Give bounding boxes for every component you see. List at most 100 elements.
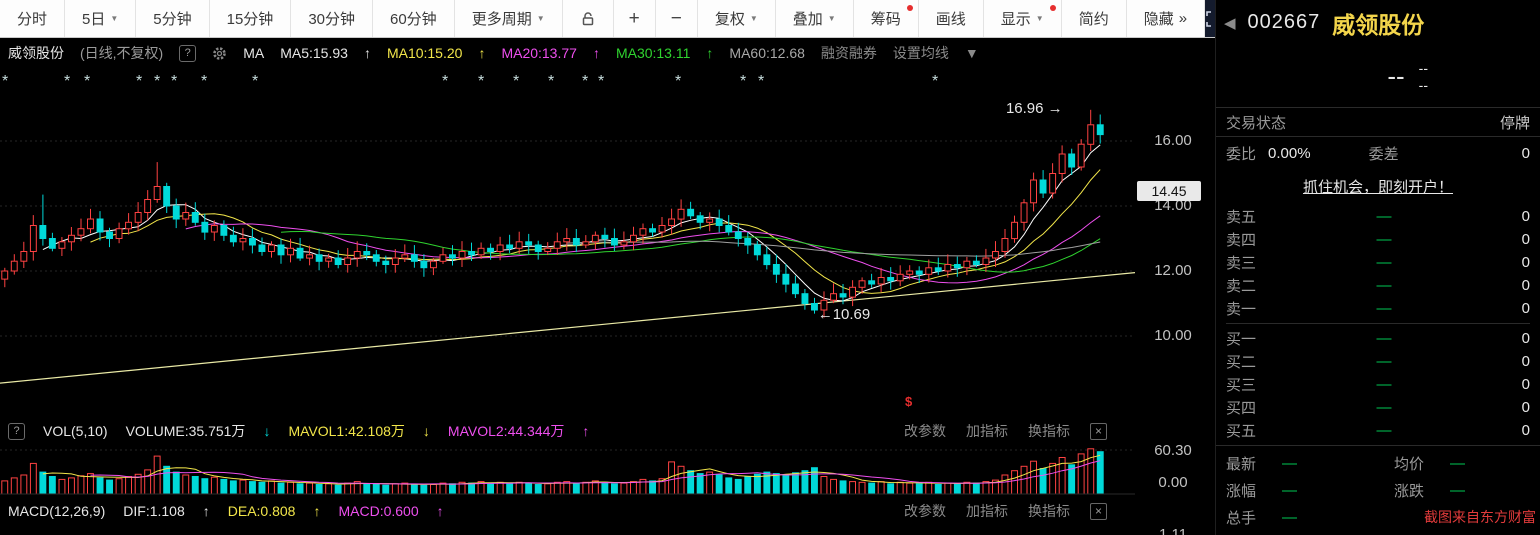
display-button[interactable]: 显示 ▼ xyxy=(984,0,1062,37)
quote-panel-header: ◀ 002667 威领股份 xyxy=(1216,0,1540,46)
mavol1-value: MAVOL1:42.108万 xyxy=(288,423,405,439)
buy-row-5: 买五 —0 xyxy=(1226,421,1530,440)
event-marker-icon[interactable]: * xyxy=(932,73,939,90)
gear-icon[interactable] xyxy=(212,46,227,61)
event-marker-icon[interactable]: * xyxy=(582,73,589,90)
open-account-link[interactable]: 抓住机会，即刻开户！ xyxy=(1302,178,1453,196)
help-icon[interactable]: ? xyxy=(8,422,25,440)
sell-row-5: 卖五 —0 xyxy=(1226,207,1530,226)
simple-mode-button[interactable]: 简约 xyxy=(1062,0,1127,37)
high-price-annotation: 16.96 → xyxy=(1005,99,1063,117)
switch-indicator-button[interactable]: 换指标 xyxy=(1028,423,1070,439)
close-icon[interactable]: × xyxy=(1090,422,1107,440)
ma60-value: MA60:12.68 xyxy=(729,45,805,61)
chart-stock-name: 威领股份 xyxy=(8,45,64,61)
event-marker-icon[interactable]: * xyxy=(598,73,605,90)
event-marker-icon[interactable]: * xyxy=(2,73,9,90)
add-indicator-button[interactable]: 加指标 xyxy=(966,423,1008,439)
weibi-row: 委比 0.00% 委差 0 xyxy=(1216,137,1540,169)
up-arrow-icon: ↑ xyxy=(582,423,590,439)
ma10-value: MA10:15.20 xyxy=(386,45,463,61)
trading-status-value: 停牌 xyxy=(1499,114,1530,132)
stats-row: 涨幅 — 涨跌 — xyxy=(1226,481,1465,500)
vol-indicator-label: VOL(5,10) xyxy=(43,423,108,439)
event-marker-icon[interactable]: * xyxy=(478,73,485,90)
chips-button[interactable]: 筹码 xyxy=(854,0,919,37)
event-marker-icon[interactable]: * xyxy=(84,73,91,90)
volume-chart[interactable] xyxy=(0,444,1135,498)
price-axis-tick: 14.00 xyxy=(1154,197,1192,214)
down-arrow-icon: ↓ xyxy=(263,423,271,439)
chevron-down-icon: ▼ xyxy=(110,14,119,23)
chart-type-label: (日线,不复权) xyxy=(80,45,164,61)
switch-indicator-button[interactable]: 换指标 xyxy=(1028,503,1070,519)
sell-row-3: 卖三 —0 xyxy=(1226,253,1530,272)
chevron-down-icon: ▼ xyxy=(1035,14,1044,23)
period-button-15min[interactable]: 15分钟 xyxy=(210,0,292,37)
margin-trading-link[interactable]: 融资融券 xyxy=(820,45,877,61)
event-marker-icon[interactable]: * xyxy=(442,73,449,90)
event-marker-icon[interactable]: * xyxy=(675,73,682,90)
zoom-out-button[interactable]: − xyxy=(656,0,698,37)
price-pane-header: 威领股份 (日线,不复权) ? MA MA5:15.93 ↑ MA10:15.20… xyxy=(0,38,1215,68)
last-price-marker: 14.45 xyxy=(1137,181,1201,202)
macd-chart-pane: 1.11 xyxy=(0,524,1215,535)
fuquan-button[interactable]: 复权 ▼ xyxy=(698,0,776,37)
order-book: 卖五 —0 卖四 —0 卖三 —0 卖二 —0 卖一 —0 买一 —0 买二 —0 买三 —0 … xyxy=(1216,203,1540,442)
macd-value: MACD:0.600 xyxy=(338,503,419,519)
right-arrow-icon: → xyxy=(1047,99,1063,117)
period-button-5day[interactable]: 5日 ▼ xyxy=(65,0,137,37)
weibi-value: 0.00% xyxy=(1268,144,1311,162)
up-arrow-icon: ↑ xyxy=(202,503,210,519)
draw-line-button[interactable]: 画线 xyxy=(919,0,984,37)
event-marker-icon[interactable]: * xyxy=(171,73,178,90)
period-button-fenshi[interactable]: 分时 xyxy=(0,0,66,37)
buy-row-4: 买四 —0 xyxy=(1226,398,1530,417)
candlestick-chart[interactable] xyxy=(0,68,1135,418)
event-marker-icon[interactable]: * xyxy=(136,73,143,90)
change-value: -- xyxy=(1418,59,1428,76)
more-periods-button[interactable]: 更多周期 ▼ xyxy=(455,0,563,37)
event-marker-icon[interactable]: * xyxy=(513,73,520,90)
period-button-60min[interactable]: 60分钟 xyxy=(373,0,455,37)
up-arrow-icon: ↑ xyxy=(706,45,714,61)
change-params-button[interactable]: 改参数 xyxy=(904,423,946,439)
mavol2-value: MAVOL2:44.344万 xyxy=(447,423,565,439)
weibi-label: 委比 xyxy=(1226,145,1257,163)
event-marker-icon[interactable]: * xyxy=(548,73,555,90)
up-arrow-icon: ↑ xyxy=(478,45,486,61)
stats-row: 最新 — 均价 — xyxy=(1226,454,1465,473)
event-marker-icon[interactable]: * xyxy=(64,73,71,90)
buy-row-1: 买一 —0 xyxy=(1226,329,1530,348)
macd-indicator-label: MACD(12,26,9) xyxy=(8,503,106,519)
add-indicator-button[interactable]: 加指标 xyxy=(966,503,1008,519)
chart-toolbar: 分时 5日 ▼ 5分钟 15分钟 30分钟 60分钟 更多周期 ▼ + − 复权 ▼ … xyxy=(0,0,1224,38)
unlock-icon[interactable] xyxy=(563,0,614,37)
event-marker-icon[interactable]: * xyxy=(154,73,161,90)
hide-button[interactable]: 隐藏» xyxy=(1127,0,1206,37)
ma20-value: MA20:13.77 xyxy=(501,45,577,61)
double-arrow-icon: » xyxy=(1178,10,1188,27)
ma-title: MA xyxy=(243,45,265,61)
down-arrow-icon: ↓ xyxy=(422,423,430,439)
period-button-5min[interactable]: 5分钟 xyxy=(136,0,210,37)
dea-value: DEA:0.808 xyxy=(227,503,296,519)
trading-status-label: 交易状态 xyxy=(1226,114,1287,132)
zoom-in-button[interactable]: + xyxy=(614,0,656,37)
volume-value: VOLUME:35.751万 xyxy=(125,423,246,439)
set-ma-button[interactable]: 设置均线 xyxy=(892,45,949,61)
event-marker-icon[interactable]: * xyxy=(252,73,259,90)
event-marker-icon[interactable]: * xyxy=(201,73,208,90)
event-marker-icon[interactable]: * xyxy=(740,73,747,90)
change-params-button[interactable]: 改参数 xyxy=(904,503,946,519)
help-icon[interactable]: ? xyxy=(179,44,197,62)
notification-dot xyxy=(906,5,913,11)
overlay-button[interactable]: 叠加 ▼ xyxy=(776,0,854,37)
back-icon[interactable]: ◀ xyxy=(1224,14,1236,32)
buy-row-3: 买三 —0 xyxy=(1226,375,1530,394)
event-marker-icon[interactable]: * xyxy=(758,73,765,90)
dividend-marker-icon[interactable]: $ xyxy=(905,394,913,409)
buy-row-2: 买二 —0 xyxy=(1226,352,1530,371)
close-icon[interactable]: × xyxy=(1090,502,1107,520)
period-button-30min[interactable]: 30分钟 xyxy=(291,0,373,37)
